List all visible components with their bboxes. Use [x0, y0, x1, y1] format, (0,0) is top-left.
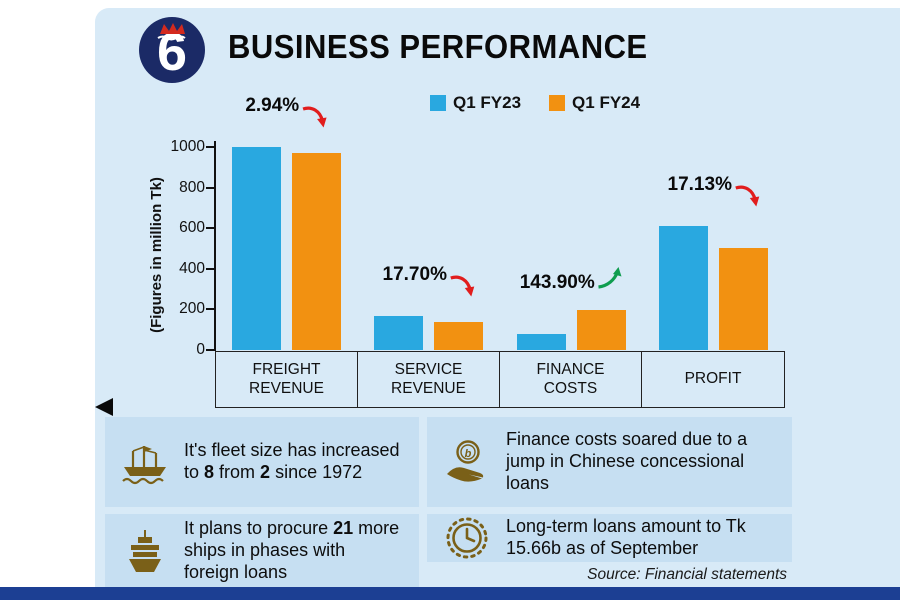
- bar-q1-fy24: [291, 153, 341, 350]
- plot-area: 2.94% 17.70% 143.90% 17.13%: [215, 95, 786, 350]
- y-tick-mark: [206, 308, 215, 311]
- bar-group: 17.70%: [358, 147, 501, 350]
- down-arrow-icon: [302, 106, 327, 128]
- y-tick-label: 0: [196, 341, 205, 358]
- change-label: 143.90%: [519, 267, 623, 294]
- text-segment: from: [214, 462, 261, 482]
- text-segment: Long-term loans amount to Tk 15.66b as o…: [506, 516, 746, 558]
- ship-bow-icon: [129, 530, 161, 572]
- y-tick-label: 1000: [170, 138, 205, 155]
- bottom-bar: [0, 587, 900, 600]
- legend-item: Q1 FY24: [549, 93, 640, 113]
- text-segment: more ships in phases with foreign loans: [184, 518, 400, 582]
- change-value: 17.70%: [382, 263, 447, 285]
- legend-swatch: [549, 95, 566, 111]
- text-segment: 21: [333, 518, 354, 539]
- bar-group: 17.13%: [643, 147, 786, 350]
- bar-group: 143.90%: [500, 147, 643, 350]
- info-box-procurement: It plans to procure 21 more ships in pha…: [105, 514, 419, 588]
- info-box-finance-costs: b Finance costs soared due to a jump in …: [427, 417, 792, 507]
- category-label: SERVICE REVENUE: [358, 352, 500, 407]
- y-tick-label: 600: [179, 219, 205, 237]
- page-title: BUSINESS PERFORMANCE: [228, 28, 648, 65]
- y-tick-mark: [206, 146, 215, 148]
- info-box-text: Long-term loans amount to Tk 15.66b as o…: [506, 516, 778, 560]
- text-segment: It's fleet size has increased to: [184, 440, 400, 482]
- bsc-logo-icon: 6: [136, 14, 208, 86]
- info-box-loans: Long-term loans amount to Tk 15.66b as o…: [427, 514, 792, 562]
- legend-label: Q1 FY24: [572, 93, 641, 112]
- category-label: PROFIT: [684, 370, 742, 388]
- legend-label: Q1 FY23: [453, 93, 522, 112]
- bar-q1-fy23: [516, 333, 566, 350]
- category-label: FREIGHT REVENUE: [216, 352, 358, 407]
- y-tick-mark: [206, 186, 215, 189]
- bar-q1-fy23: [659, 226, 709, 350]
- bar-q1-fy23: [231, 147, 281, 350]
- svg-text:b: b: [465, 448, 472, 460]
- info-box-text: Finance costs soared due to a jump in Ch…: [506, 429, 778, 495]
- legend-swatch: [430, 95, 446, 111]
- bar-q1-fy24: [434, 321, 484, 350]
- change-label: 2.94%: [245, 95, 327, 131]
- y-tick-mark: [206, 349, 215, 351]
- chart-legend: Q1 FY23 Q1 FY24: [430, 93, 640, 113]
- y-tick-label: 800: [179, 178, 205, 196]
- down-arrow-icon: [735, 185, 760, 207]
- category-label: FINANCE COSTS: [500, 352, 642, 407]
- source-note: Source: Financial statements: [587, 566, 787, 583]
- text-segment: since 1972: [270, 462, 363, 482]
- bar-q1-fy24: [576, 310, 626, 350]
- legend-item: Q1 FY23: [430, 93, 521, 113]
- category-axis: FREIGHT REVENUE SERVICE REVENUE FINANCE CO…: [215, 351, 785, 408]
- change-label: 17.70%: [383, 264, 475, 300]
- text-segment: Finance costs soared due to a jump in Ch…: [506, 429, 748, 493]
- clock-icon: [446, 517, 488, 559]
- change-value: 2.94%: [245, 95, 300, 116]
- y-axis-line: [214, 141, 216, 351]
- bar-q1-fy24: [719, 247, 769, 350]
- down-arrow-icon: [450, 275, 475, 296]
- fold-triangle: [95, 398, 113, 416]
- info-box-text: It plans to procure 21 more ships in pha…: [184, 518, 405, 584]
- y-tick-mark: [206, 267, 215, 270]
- coin-hand-icon: b: [447, 440, 484, 482]
- text-segment: 2: [260, 462, 271, 482]
- bar-group: 2.94%: [215, 95, 358, 350]
- bar-q1-fy23: [374, 315, 424, 350]
- change-label: 17.13%: [668, 174, 760, 210]
- info-box-text: It's fleet size has increased to 8 from …: [184, 440, 405, 484]
- up-arrow-icon: [598, 267, 622, 290]
- y-tick-label: 400: [179, 259, 205, 277]
- y-tick-mark: [206, 227, 215, 230]
- text-segment: 8: [204, 462, 215, 482]
- y-tick-label: 200: [179, 300, 205, 318]
- info-box-fleet: It's fleet size has increased to 8 from …: [105, 417, 419, 507]
- change-value: 17.13%: [667, 174, 732, 196]
- change-value: 143.90%: [519, 272, 595, 294]
- cargo-ship-icon: [122, 446, 166, 485]
- text-segment: It plans to procure: [184, 518, 334, 539]
